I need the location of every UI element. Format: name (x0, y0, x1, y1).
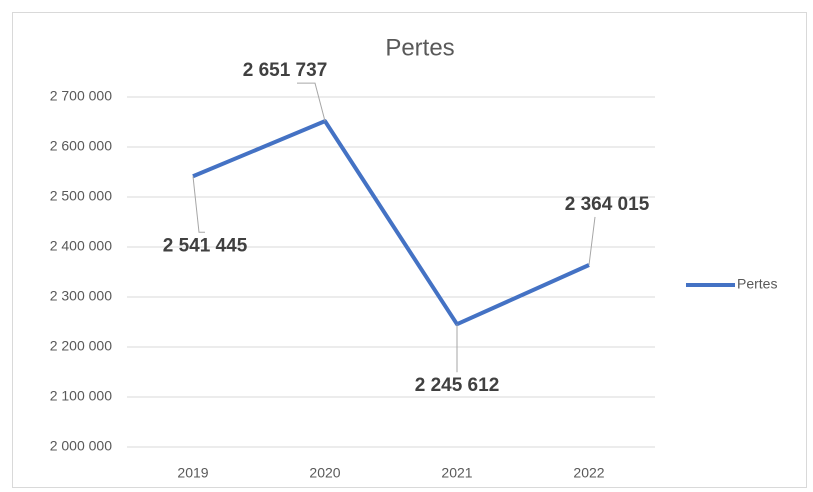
data-label: 2 245 612 (415, 375, 500, 396)
leader-line (297, 82, 326, 122)
y-tick-label: 2 300 000 (50, 288, 112, 304)
y-tick-label: 2 500 000 (50, 188, 112, 204)
x-tick-label: 2022 (573, 465, 604, 481)
y-tick-label: 2 100 000 (50, 388, 112, 404)
y-tick-label: 2 000 000 (50, 438, 112, 454)
data-label: 2 651 737 (243, 60, 328, 81)
leader-line (192, 176, 205, 233)
x-tick-label: 2020 (309, 465, 340, 481)
y-tick-label: 2 600 000 (50, 138, 112, 154)
x-tick-label: 2021 (441, 465, 472, 481)
y-tick-label: 2 400 000 (50, 238, 112, 254)
x-tick-label: 2019 (177, 465, 208, 481)
y-tick-label: 2 700 000 (50, 88, 112, 104)
line (192, 119, 590, 327)
data-label: 2 541 445 (163, 235, 248, 256)
legend-label: Pertes (737, 276, 777, 292)
leader-line (588, 216, 596, 266)
data-label: 2 364 015 (565, 194, 650, 215)
chart-title: Pertes (385, 34, 454, 61)
y-tick-label: 2 200 000 (50, 338, 112, 354)
